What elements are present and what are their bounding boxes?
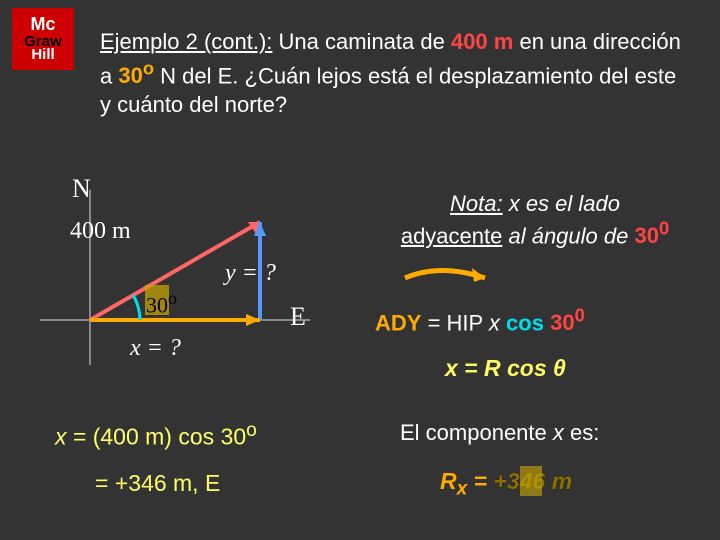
label-e: E — [290, 302, 306, 332]
label-400m: 400 m — [70, 218, 131, 245]
component-text: El componente x es: — [400, 420, 599, 446]
formula-ady: ADY = HIP x cos 300 — [375, 305, 585, 336]
note-30deg: 300 — [634, 223, 669, 248]
logo-line3: Hill — [31, 48, 54, 62]
result-text: Rx = +346 m — [440, 468, 572, 501]
note-nota: Nota: — [450, 191, 503, 216]
label-x-eq: x = ? — [130, 335, 181, 362]
calc-line2: = +346 m, E — [95, 470, 220, 497]
vector-diagram: N E 400 m 30o x = ? y = ? — [30, 180, 330, 380]
arrow-swoosh — [390, 258, 510, 298]
note-adyacente: adyacente — [401, 223, 503, 248]
problem-text: Ejemplo 2 (cont.): Una caminata de 400 m… — [100, 28, 690, 119]
result-box-overlay — [520, 466, 542, 496]
label-n: N — [72, 174, 91, 204]
formula-xrcost: x = R cos θ — [445, 355, 566, 382]
note-text: Nota: x es el lado adyacente al ángulo d… — [365, 190, 705, 249]
hl-30deg: 30o — [118, 63, 154, 88]
calc-line1: x = (400 m) cos 30o — [55, 420, 257, 451]
logo: Mc Graw Hill — [12, 8, 74, 70]
hl-400m: 400 m — [451, 29, 513, 54]
label-angle: 30o — [146, 288, 177, 318]
label-y-eq: y = ? — [225, 260, 276, 287]
problem-title: Ejemplo 2 (cont.): — [100, 29, 272, 54]
logo-line1: Mc — [30, 16, 55, 32]
